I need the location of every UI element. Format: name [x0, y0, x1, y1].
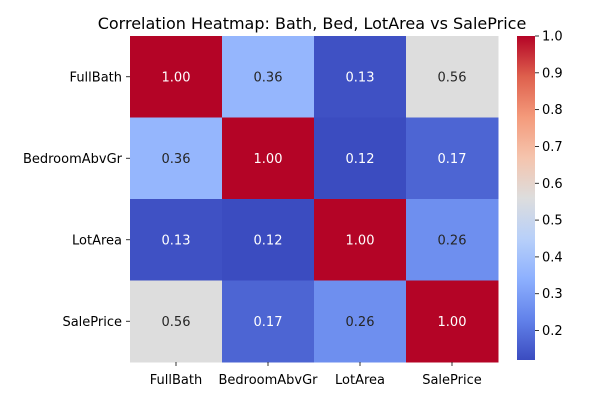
heatmap-cell — [314, 280, 407, 363]
cell-value-label: 0.13 — [162, 233, 191, 248]
cell-value-label: 0.26 — [438, 233, 467, 248]
heatmap-cell — [130, 199, 223, 281]
cell-value-label: 0.56 — [438, 70, 467, 85]
heatmap-cell — [130, 280, 223, 363]
cell-value-label: 0.12 — [346, 152, 375, 167]
x-tick-label: LotArea — [335, 373, 385, 388]
cell-value-label: 0.13 — [346, 70, 375, 85]
x-axis: FullBath BedroomAbvGr LotArea SalePrice — [150, 362, 482, 388]
cell-value-label: 0.56 — [162, 315, 191, 330]
colorbar-tick-label: 0.7 — [542, 140, 563, 155]
colorbar-tick-label: 0.9 — [542, 66, 563, 81]
colorbar-tick-label: 0.5 — [542, 214, 563, 229]
colorbar-tick-label: 0.6 — [542, 177, 563, 192]
heatmap-cell — [314, 117, 407, 200]
x-tick-label: BedroomAbvGr — [218, 373, 318, 388]
x-tick-label: FullBath — [150, 373, 202, 388]
cell-value-label: 0.36 — [254, 70, 283, 85]
colorbar-tick-label: 0.8 — [542, 103, 563, 118]
heatmap-cells: 1.00 0.36 0.13 0.56 0.36 1.00 0.12 0.17 0.13 0.12… — [130, 36, 499, 363]
cell-value-label: 1.00 — [346, 233, 375, 248]
cell-value-label: 0.17 — [438, 152, 467, 167]
cell-value-label: 1.00 — [162, 70, 191, 85]
cell-value-label: 0.17 — [254, 315, 283, 330]
heatmap-cell — [406, 117, 499, 200]
cell-value-label: 0.26 — [346, 315, 375, 330]
heatmap-cell — [406, 199, 499, 281]
cell-value-label: 1.00 — [438, 315, 467, 330]
heatmap-cell — [130, 117, 223, 200]
heatmap-cell — [222, 199, 315, 281]
heatmap-cell — [130, 36, 223, 118]
heatmap-cell — [314, 199, 407, 281]
y-axis: FullBath BedroomAbvGr LotArea SalePrice — [23, 70, 130, 330]
x-tick-label: SalePrice — [422, 373, 482, 388]
colorbar-tick-label: 0.2 — [542, 324, 563, 339]
cell-value-label: 0.36 — [162, 152, 191, 167]
chart-title: Correlation Heatmap: Bath, Bed, LotArea … — [98, 14, 527, 33]
heatmap-cell — [314, 36, 407, 118]
colorbar-gradient — [517, 36, 535, 360]
y-tick-label: SalePrice — [62, 315, 122, 330]
heatmap-cell — [222, 36, 315, 118]
cell-value-label: 0.12 — [254, 233, 283, 248]
y-tick-label: LotArea — [72, 233, 122, 248]
colorbar-tick-label: 1.0 — [542, 30, 563, 45]
colorbar-tick-label: 0.4 — [542, 250, 563, 265]
y-tick-label: BedroomAbvGr — [23, 152, 123, 167]
heatmap-cell — [406, 280, 499, 363]
cell-value-label: 1.00 — [254, 152, 283, 167]
heatmap-cell — [406, 36, 499, 118]
colorbar-tick-label: 0.3 — [542, 287, 563, 302]
colorbar: 0.2 0.3 0.4 0.5 0.6 0.7 0.8 0.9 1.0 — [517, 30, 563, 360]
y-tick-label: FullBath — [70, 70, 122, 85]
heatmap-cell — [222, 117, 315, 200]
heatmap-cell — [222, 280, 315, 363]
